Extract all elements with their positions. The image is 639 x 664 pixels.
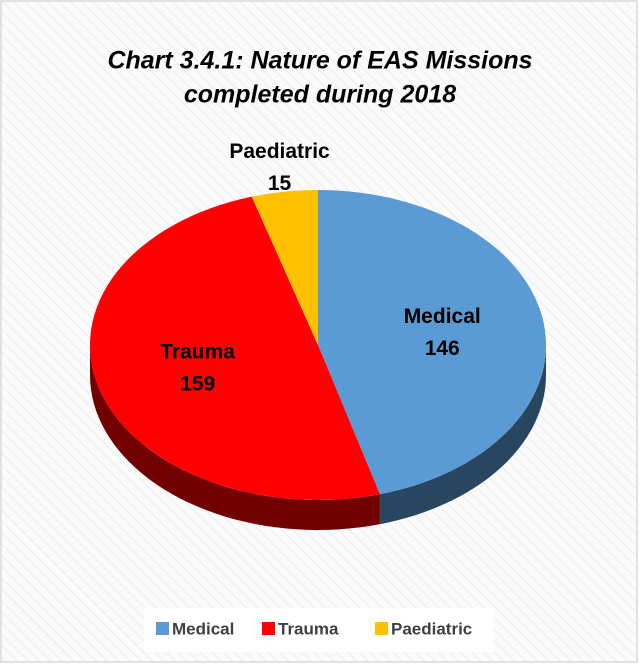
slice-label-name: Medical — [404, 305, 481, 328]
legend-swatch — [375, 622, 388, 635]
legend-label: Trauma — [278, 619, 339, 638]
pie-side — [90, 345, 380, 530]
legend-swatch — [262, 622, 275, 635]
pie-slice — [318, 190, 546, 495]
slice-label-value: 146 — [425, 337, 460, 360]
slice-label-name: Trauma — [160, 340, 235, 363]
legend-swatch — [156, 622, 169, 635]
legend-box — [144, 608, 494, 652]
pie-slice — [90, 196, 380, 500]
slice-label-name: Paediatric — [229, 140, 330, 163]
chart-title: Chart 3.4.1: Nature of EAS Missions — [107, 47, 532, 75]
slice-label-value: 15 — [268, 172, 292, 195]
legend-label: Medical — [172, 619, 234, 638]
slice-label-value: 159 — [180, 372, 215, 395]
legend-label: Paediatric — [391, 619, 472, 638]
pie-slice — [251, 190, 318, 345]
pie-side — [379, 345, 546, 525]
chart-title: completed during 2018 — [184, 81, 456, 109]
